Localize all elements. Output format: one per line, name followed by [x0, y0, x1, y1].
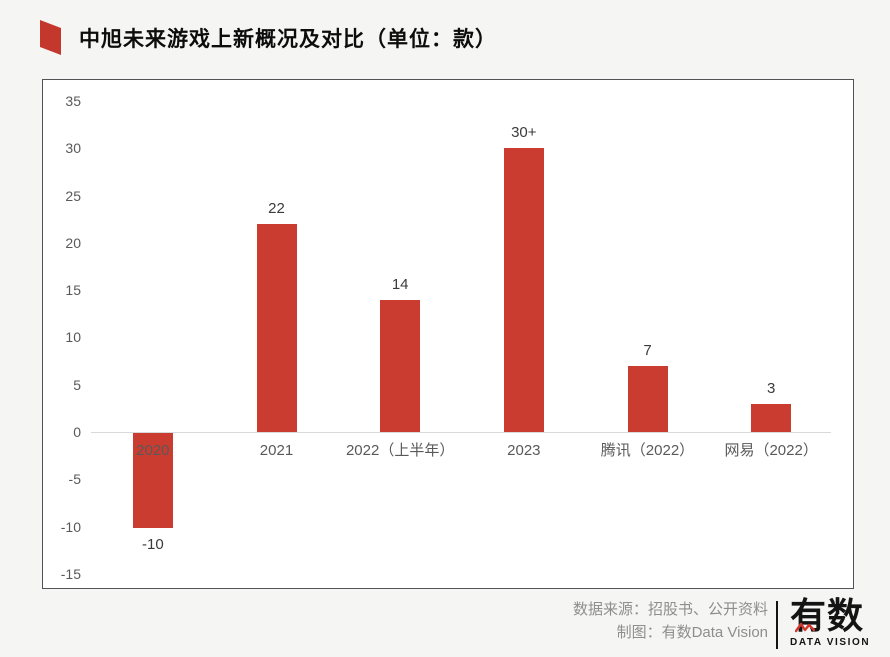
header: 中旭未来游戏上新概况及对比（单位：款）	[40, 14, 497, 62]
source-block: 数据来源：招股书、公开资料 制图：有数Data Vision	[573, 598, 768, 644]
y-tick-label: 25	[65, 187, 81, 204]
value-label: 14	[391, 275, 409, 293]
brand-logo: 有数 DATA VISION	[790, 595, 886, 649]
x-category-label: 腾讯（2022）	[600, 442, 695, 459]
y-tick-label: 20	[65, 234, 81, 251]
logo-subtext: DATA VISION	[790, 637, 871, 648]
x-category-label: 2021	[259, 442, 294, 459]
x-category-label: 2022（上半年）	[345, 442, 455, 459]
y-tick-label: -15	[60, 565, 81, 582]
y-tick-label: 0	[73, 424, 81, 440]
y-tick-label: -5	[68, 471, 81, 488]
data-source-text: 数据来源：招股书、公开资料	[572, 601, 768, 618]
bar-2022（上半年）	[380, 299, 421, 432]
y-tick-label: 10	[65, 329, 81, 346]
y-tick-label: -10	[60, 518, 81, 535]
y-tick-label: 15	[65, 282, 81, 299]
credit-text: 制图：有数Data Vision	[616, 624, 768, 641]
bar-网易（2022）	[751, 403, 792, 432]
chart-card: 35 30 25 20 15 10 5 0 -5 -10 -15 -10 2020 22 2021 14 20…	[42, 79, 854, 589]
value-label: 22	[268, 199, 285, 217]
x-category-label: 网易（2022）	[724, 442, 818, 459]
y-tick-label: 35	[65, 92, 81, 109]
x-axis-baseline	[91, 432, 831, 433]
x-category-label: 2020	[136, 442, 170, 459]
value-label: -10	[141, 535, 164, 553]
y-tick-label: 30	[65, 140, 81, 157]
bar-腾讯（2022）	[627, 365, 668, 432]
value-label: 30+	[511, 124, 537, 142]
value-label: 3	[766, 379, 776, 397]
footer-divider	[776, 601, 778, 649]
footer: 数据来源：招股书、公开资料 制图：有数Data Vision 有数 DATA V…	[0, 594, 890, 657]
x-category-label: 2023	[507, 442, 541, 459]
chart-title: 中旭未来游戏上新概况及对比（单位：款）	[79, 28, 497, 51]
logo-zigzag-icon	[795, 622, 815, 633]
bar-2023	[503, 148, 544, 432]
red-parallelogram-icon	[40, 19, 61, 55]
bar-2021	[256, 223, 297, 432]
value-label: 7	[643, 341, 652, 359]
y-tick-label: 5	[73, 376, 81, 393]
logo-text: 有数	[790, 595, 865, 636]
bar-2020	[132, 433, 173, 528]
